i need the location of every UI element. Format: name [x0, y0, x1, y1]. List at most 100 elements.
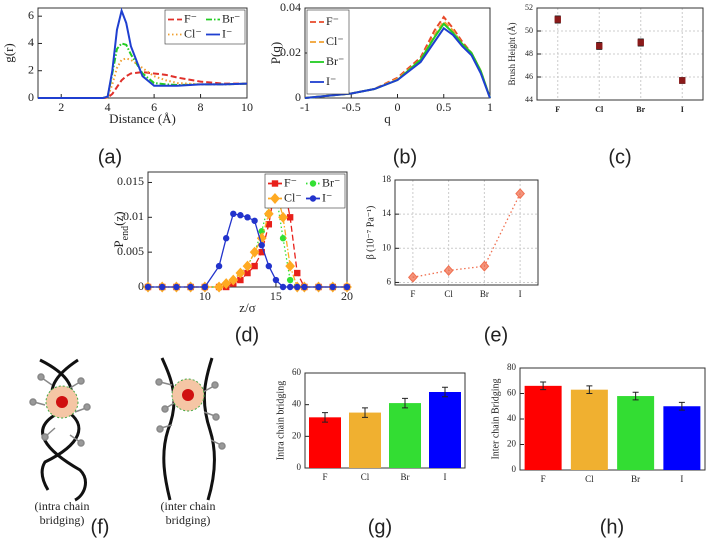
- marker: [286, 276, 294, 284]
- legend-label: I⁻: [322, 190, 332, 204]
- chain: [202, 357, 216, 501]
- marker: [237, 276, 244, 284]
- legend-label: F⁻: [184, 11, 197, 25]
- y-axis-label: g(r): [1, 43, 16, 63]
- marker: [230, 210, 237, 218]
- side-groups: [29, 373, 226, 450]
- error-bar: [402, 397, 408, 409]
- legend-label: I⁻: [326, 74, 336, 88]
- y-tick-label: 80: [507, 362, 517, 372]
- y-axis-label-part: end: [120, 226, 131, 240]
- x-tick-label: Cl: [361, 472, 370, 482]
- y-tick-label: 4: [28, 35, 34, 49]
- anion: [182, 389, 194, 401]
- marker: [286, 283, 294, 291]
- x-axis-label: Distance (Å): [109, 111, 176, 126]
- x-tick-label: 4: [105, 100, 111, 114]
- panel-label: (e): [484, 324, 508, 346]
- y-tick-label: 44: [525, 95, 533, 104]
- marker: [249, 246, 260, 258]
- legend-marker: [309, 180, 317, 187]
- marker: [244, 269, 251, 277]
- legend-label: Br⁻: [222, 11, 240, 25]
- marker: [286, 214, 294, 221]
- x-tick-label: 10: [199, 289, 211, 303]
- y-tick-label: 40: [292, 399, 302, 409]
- bar: [663, 406, 701, 470]
- chart: 0 20 40 60 F Cl Br I Intra chain bridging (g): [275, 367, 466, 538]
- plot-frame: [536, 7, 704, 101]
- anion: [56, 396, 68, 408]
- marker: [228, 274, 239, 286]
- legend-label: Cl⁻: [184, 26, 202, 40]
- y-axis-label-part: (z): [111, 211, 126, 225]
- marker: [265, 221, 273, 228]
- marker: [258, 248, 265, 256]
- series-line: [38, 57, 248, 99]
- x-tick-label: Br: [401, 472, 410, 482]
- bar: [570, 389, 608, 470]
- y-tick-label: 52: [525, 3, 533, 12]
- bar: [524, 385, 562, 470]
- chart: 0 2 4 6 2 4 6 8 10 F⁻ Br⁻ Cl⁻ I⁻ g(r) Distance (Å) (a): [1, 7, 253, 168]
- y-tick-label: 60: [507, 388, 517, 398]
- series-line: [38, 7, 248, 99]
- legend-marker: [271, 180, 279, 187]
- plot-frame: [147, 171, 348, 288]
- marker: [221, 278, 232, 289]
- x-tick-label: Cl: [595, 105, 604, 114]
- series-line: [304, 26, 491, 99]
- y-tick-label: 50: [525, 26, 533, 35]
- bar: [617, 396, 655, 470]
- error-bar: [540, 381, 547, 391]
- x-tick-label: Cl: [444, 289, 453, 299]
- marker: [279, 283, 287, 291]
- marker: [479, 260, 490, 272]
- y-tick-label: 0.01: [123, 209, 144, 223]
- bar: [349, 412, 381, 468]
- x-tick-label: 1: [487, 100, 493, 114]
- marker: [215, 262, 223, 270]
- x-tick-label: 0.5: [436, 100, 451, 114]
- y-axis-label: P(q): [268, 42, 283, 64]
- y-tick-label: 2: [28, 62, 34, 76]
- y-tick-label: 48: [525, 49, 533, 58]
- marker: [343, 283, 351, 291]
- x-tick-label: F: [541, 474, 546, 484]
- x-axis-label: q: [384, 111, 391, 126]
- marker: [258, 241, 265, 249]
- legend-box: [264, 173, 346, 209]
- marker: [408, 271, 418, 283]
- bar: [429, 392, 461, 468]
- marker: [244, 214, 251, 221]
- chain: [40, 358, 81, 491]
- diagram-f: (intra chain bridging) (inter chain brid…: [29, 357, 226, 538]
- x-tick-label: 10: [241, 100, 253, 114]
- marker: [443, 265, 454, 276]
- marker: [285, 260, 296, 272]
- y-axis-label: Pend(z): [111, 211, 131, 247]
- x-tick-label: F: [410, 289, 415, 299]
- y-tick-label: 6: [387, 277, 392, 287]
- legend-label: F⁻: [326, 14, 339, 28]
- x-tick-label: F: [555, 105, 560, 114]
- marker: [278, 211, 288, 223]
- y-tick-label: 0: [512, 464, 517, 474]
- plot-frame: [519, 367, 706, 471]
- error-bar: [586, 385, 593, 394]
- panel-label: (b): [393, 146, 417, 168]
- marker: [554, 16, 561, 23]
- marker: [272, 276, 280, 284]
- marker: [159, 283, 166, 291]
- legend-marker: [270, 193, 280, 204]
- legend-label: I⁻: [222, 26, 232, 40]
- x-tick-label: -1: [300, 100, 310, 114]
- x-tick-label: Br: [480, 289, 489, 299]
- chart: 44 46 48 50 52 F Cl Br I Brush Height (Å) (c): [507, 3, 704, 168]
- legend-label: Br⁻: [322, 175, 340, 189]
- marker: [201, 283, 209, 291]
- y-tick-label: 0: [297, 462, 302, 472]
- x-tick-label: -0.5: [342, 100, 361, 114]
- x-tick-label: I: [519, 289, 522, 299]
